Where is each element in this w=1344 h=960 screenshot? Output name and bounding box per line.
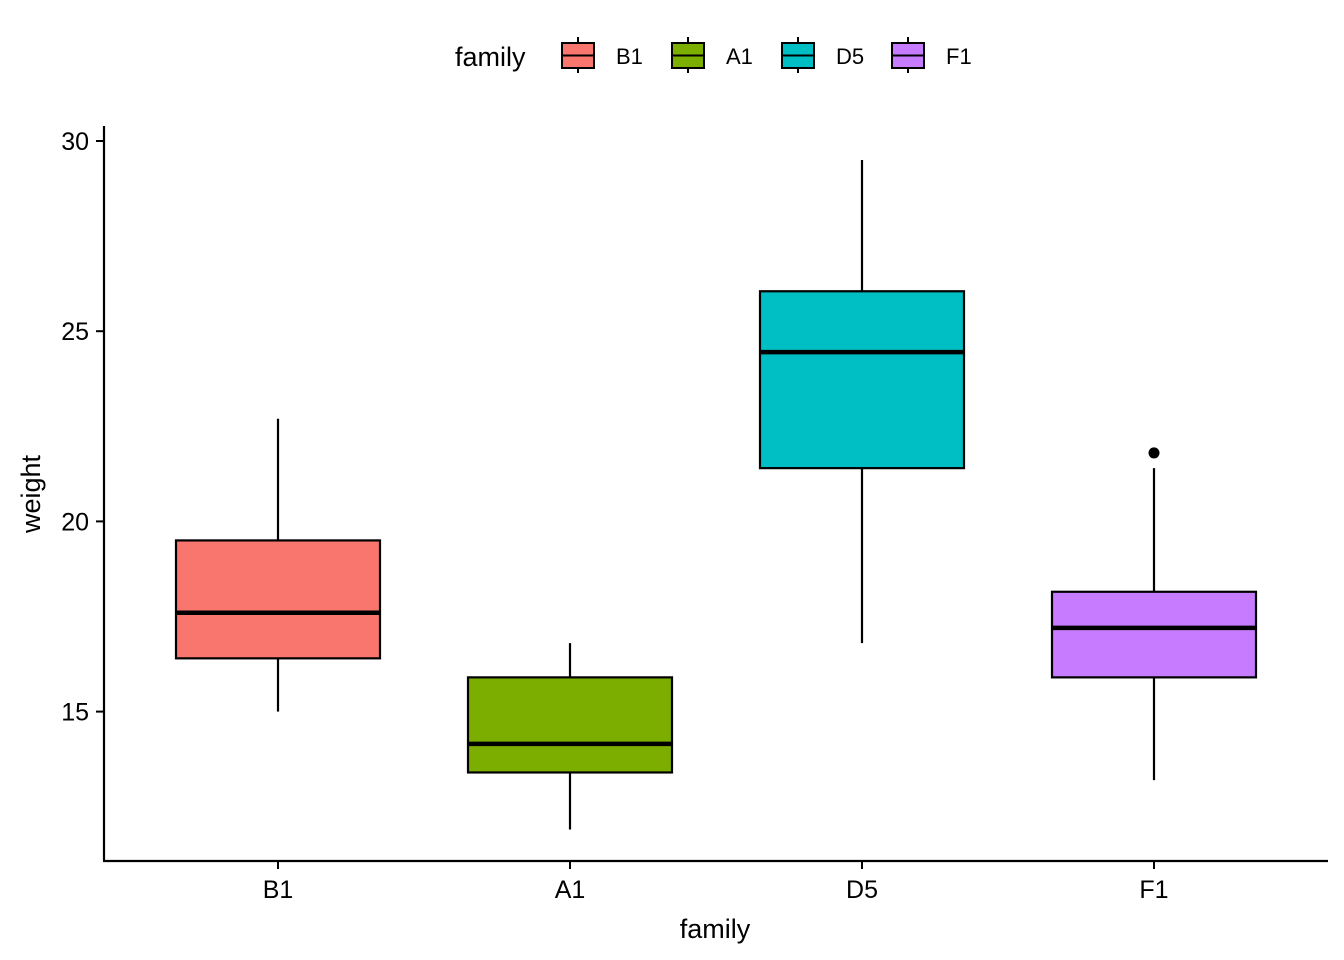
x-tick-label: F1 <box>1139 876 1168 904</box>
y-tick-label: 15 <box>61 699 89 727</box>
y-axis-title: weight <box>16 454 46 534</box>
legend-label: F1 <box>946 44 972 69</box>
legend-items: B1 A1 D5 F1 <box>561 37 972 73</box>
legend-item-a1: A1 <box>671 37 753 73</box>
y-tick-label: 25 <box>61 318 89 346</box>
box-f1 <box>1050 447 1258 781</box>
x-axis-title: family <box>680 914 751 944</box>
box-iqr <box>466 676 674 774</box>
legend-label: D5 <box>836 44 864 69</box>
legend-title: family <box>455 42 526 72</box>
box-iqr <box>174 539 382 660</box>
box-b1 <box>174 418 382 712</box>
box-iqr <box>758 290 966 470</box>
legend-label: B1 <box>616 44 643 69</box>
box-iqr <box>1050 590 1258 679</box>
y-axis-ticks: 15 20 25 30 <box>61 128 104 727</box>
y-tick-label: 30 <box>61 128 89 156</box>
x-tick-label: A1 <box>555 876 586 904</box>
legend-item-b1: B1 <box>561 37 643 73</box>
legend-item-d5: D5 <box>781 37 864 73</box>
boxes-layer <box>174 160 1258 830</box>
y-tick-label: 20 <box>61 508 89 536</box>
outlier-point <box>1148 447 1160 459</box>
box-d5 <box>758 160 966 644</box>
box-a1 <box>466 643 674 830</box>
x-axis-ticks: B1 A1 D5 F1 <box>263 861 1169 904</box>
x-tick-label: B1 <box>263 876 294 904</box>
x-tick-label: D5 <box>846 876 878 904</box>
legend-item-f1: F1 <box>891 37 972 73</box>
legend: family B1 A1 D5 F1 <box>455 37 972 73</box>
legend-label: A1 <box>726 44 753 69</box>
